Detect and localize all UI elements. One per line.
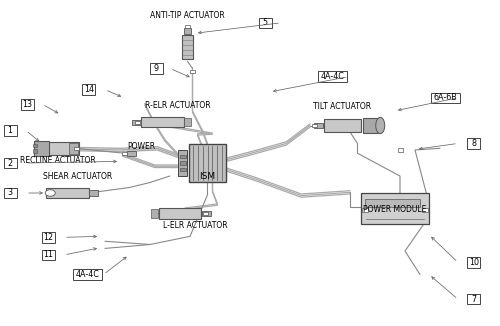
Text: ANTI-TIP ACTUATOR: ANTI-TIP ACTUATOR: [150, 11, 225, 20]
Text: POWER: POWER: [127, 142, 155, 151]
Text: ISM: ISM: [200, 172, 216, 181]
Bar: [202, 211, 210, 216]
Bar: [361, 193, 429, 224]
Bar: [159, 208, 201, 219]
Text: 1: 1: [8, 126, 12, 135]
Bar: [362, 208, 368, 212]
Bar: [126, 151, 136, 156]
Text: 6A-6B: 6A-6B: [433, 93, 457, 102]
Bar: [312, 124, 318, 127]
Bar: [185, 25, 190, 28]
Ellipse shape: [376, 117, 385, 134]
Bar: [4, 188, 16, 198]
Text: 9: 9: [154, 64, 158, 73]
Text: TILT ACTUATOR: TILT ACTUATOR: [314, 102, 372, 111]
Bar: [142, 117, 184, 127]
Bar: [180, 155, 186, 158]
Bar: [180, 161, 186, 165]
Bar: [42, 250, 54, 260]
Bar: [33, 144, 37, 147]
Bar: [363, 118, 378, 133]
Bar: [21, 99, 34, 110]
Bar: [190, 70, 195, 73]
Bar: [468, 257, 480, 268]
Bar: [69, 143, 78, 154]
Text: 8: 8: [472, 139, 476, 148]
Bar: [4, 158, 16, 168]
Bar: [90, 190, 98, 196]
Text: RECLINE ACTUATOR: RECLINE ACTUATOR: [20, 156, 96, 165]
Bar: [184, 118, 191, 126]
Bar: [184, 28, 191, 35]
Bar: [203, 212, 208, 215]
Bar: [82, 84, 96, 95]
Text: 4A-4C: 4A-4C: [320, 72, 344, 81]
Bar: [135, 121, 140, 124]
Bar: [74, 147, 78, 150]
Bar: [314, 123, 324, 128]
Bar: [151, 209, 158, 218]
Bar: [122, 152, 126, 155]
Text: R-ELR ACTUATOR: R-ELR ACTUATOR: [144, 101, 210, 110]
Text: 14: 14: [84, 85, 94, 94]
Text: 2: 2: [8, 158, 12, 168]
Bar: [4, 125, 16, 136]
Bar: [468, 138, 480, 149]
Text: 7: 7: [472, 295, 476, 304]
Bar: [46, 188, 89, 198]
Bar: [150, 63, 162, 74]
Text: 13: 13: [22, 100, 32, 109]
Text: 5: 5: [262, 18, 268, 27]
Bar: [468, 294, 480, 304]
Text: L-ELR ACTUATOR: L-ELR ACTUATOR: [162, 221, 228, 230]
Text: 4A-4C: 4A-4C: [76, 270, 100, 279]
Text: SHEAR ACTUATOR: SHEAR ACTUATOR: [43, 172, 112, 181]
Bar: [73, 269, 102, 280]
Bar: [430, 93, 460, 103]
Text: 3: 3: [8, 188, 12, 198]
Text: 11: 11: [43, 250, 53, 259]
Bar: [422, 208, 428, 212]
Bar: [34, 141, 49, 156]
Bar: [33, 149, 37, 153]
Bar: [258, 18, 272, 28]
Bar: [42, 232, 54, 243]
Bar: [189, 144, 226, 182]
Bar: [132, 120, 141, 125]
Bar: [46, 142, 79, 155]
Bar: [365, 199, 420, 207]
Circle shape: [45, 190, 55, 196]
Bar: [324, 119, 362, 132]
Bar: [178, 150, 187, 176]
Text: 12: 12: [43, 233, 53, 242]
Bar: [182, 35, 193, 59]
Bar: [180, 168, 186, 171]
Bar: [318, 71, 347, 82]
Bar: [398, 148, 402, 152]
Text: POWER MODULE: POWER MODULE: [364, 205, 426, 214]
Text: 10: 10: [469, 258, 479, 267]
